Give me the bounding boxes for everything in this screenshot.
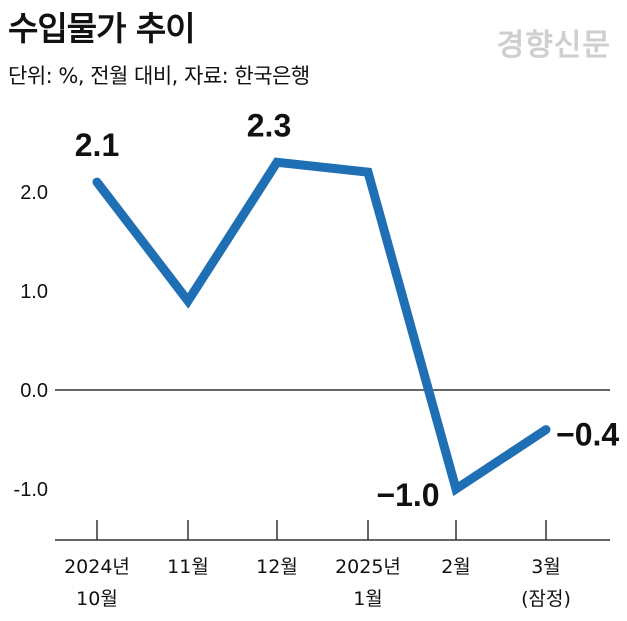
data-label: −0.4 (556, 417, 619, 453)
watermark-logo: 경향신문 (496, 28, 611, 63)
data-label: −1.0 (376, 477, 439, 513)
data-label: 2.1 (75, 127, 119, 163)
x-tick-label: (잠정) (521, 588, 571, 610)
x-tick-label: 1월 (353, 588, 383, 610)
y-tick-label: 1.0 (20, 281, 48, 303)
y-tick-label: 0.0 (20, 380, 48, 402)
chart-title: 수입물가 추이 (8, 9, 196, 48)
x-tick-label: 2월 (441, 556, 471, 578)
x-tick-label: 3월 (531, 556, 561, 578)
series-line (92, 157, 551, 497)
y-tick-label: -1.0 (14, 479, 48, 501)
x-tick-label: 10월 (76, 588, 118, 610)
x-tick-label: 2024년 (64, 556, 130, 578)
x-tick-label: 2025년 (335, 556, 401, 578)
data-label: 2.3 (247, 107, 291, 143)
y-tick-label: 2.0 (20, 182, 48, 204)
x-tick-label: 12월 (256, 556, 298, 578)
chart-subtitle: 단위: %, 전월 대비, 자료: 한국은행 (8, 64, 310, 88)
x-tick-label: 11월 (167, 556, 209, 578)
